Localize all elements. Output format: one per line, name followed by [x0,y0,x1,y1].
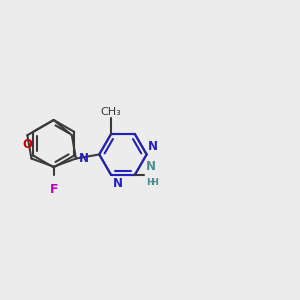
Text: N: N [148,140,158,153]
Text: F: F [50,183,58,196]
Text: O: O [22,138,32,151]
Text: H: H [146,178,154,187]
Text: N: N [113,176,123,190]
Text: N: N [146,160,156,173]
Text: N: N [79,152,88,165]
Text: CH₃: CH₃ [101,106,122,117]
Text: H: H [150,178,158,187]
